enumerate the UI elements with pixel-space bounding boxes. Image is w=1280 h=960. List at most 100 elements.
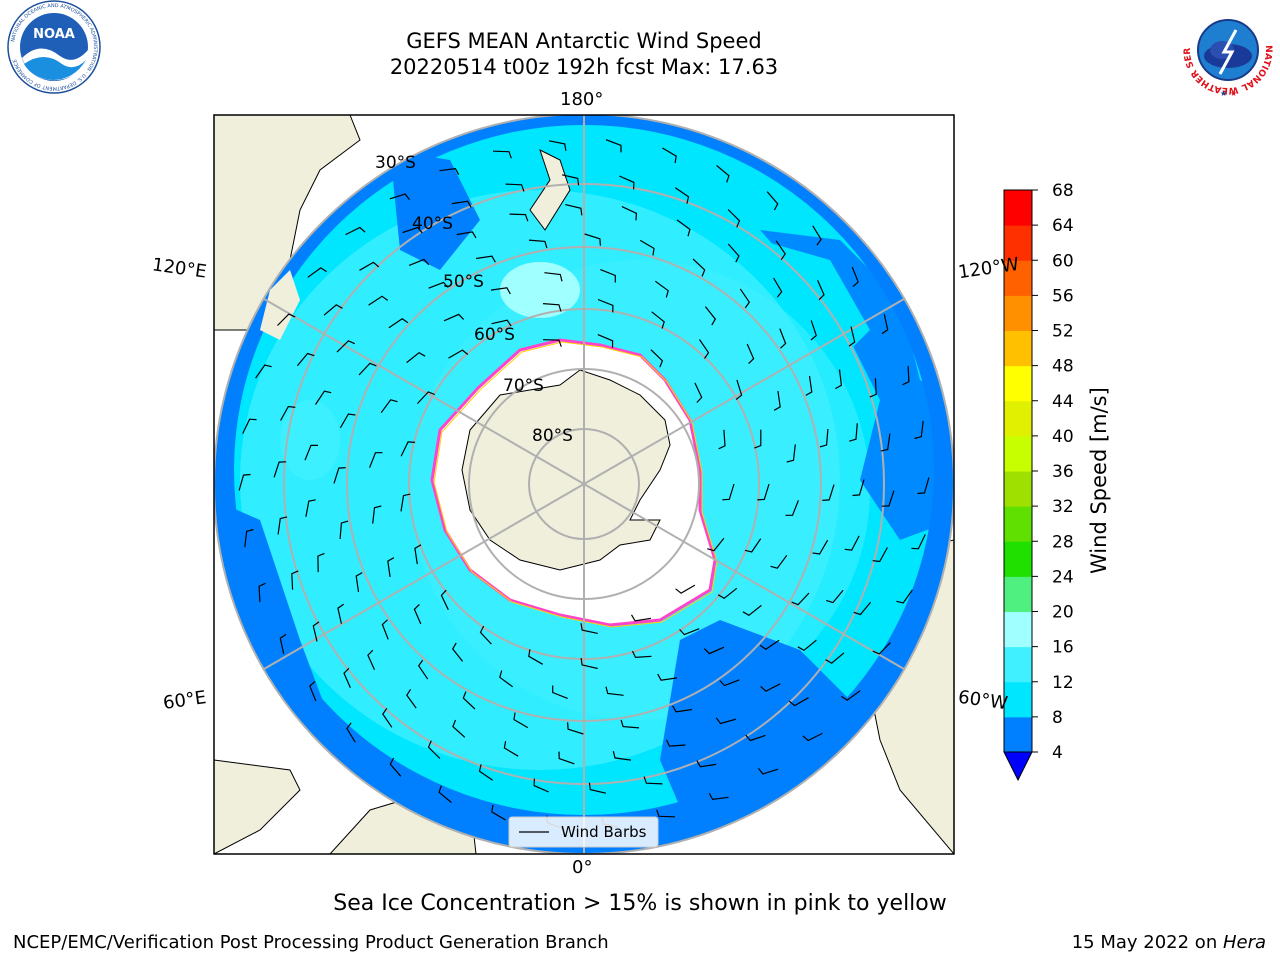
wind-barb (657, 673, 678, 681)
colorbar-tick-label: 60 (1052, 251, 1074, 271)
wind-barb (382, 707, 393, 728)
wind-barb (848, 326, 856, 347)
wind-barb (381, 619, 389, 640)
wind-barb (416, 391, 436, 405)
wind-barb (406, 351, 426, 364)
antarctica (430, 338, 718, 628)
wind-barb (358, 362, 377, 376)
wind-barb (773, 390, 781, 411)
wind-barb (400, 493, 411, 512)
wind-barb (896, 589, 913, 604)
wind-barb (694, 382, 703, 403)
lat-label-50s: 50°S (443, 272, 484, 292)
wind-barb (452, 719, 466, 738)
wind-barb (280, 405, 296, 421)
legend-label: Wind Barbs (561, 823, 647, 841)
wind-barb (428, 281, 449, 289)
wind-barb (509, 213, 529, 222)
wind-barb (402, 226, 423, 234)
wind-barb (503, 740, 519, 757)
wind-barb (676, 219, 691, 237)
colorbar-segment (1004, 681, 1032, 718)
wind-barb (279, 633, 287, 655)
wind-barb (479, 625, 492, 645)
svg-text:★: ★ (1220, 89, 1227, 98)
colorbar-tick-label: 20 (1052, 603, 1074, 623)
colorbar-segment (1004, 646, 1032, 683)
wind-barb (533, 778, 549, 793)
wind-barb (296, 352, 315, 367)
wind-barb (758, 768, 779, 775)
wind-barb (718, 429, 726, 450)
wind-barb (277, 313, 296, 326)
wind-barb (785, 500, 799, 516)
wind-barb (339, 413, 356, 429)
wind-barb (654, 280, 669, 298)
wind-barb (355, 572, 363, 592)
wind-barb (619, 175, 635, 190)
wind-barb (704, 306, 717, 326)
wind-barb (597, 298, 614, 313)
wind-barb (742, 604, 762, 617)
wind-barb (317, 552, 325, 573)
sea-ice-note: Sea Ice Concentration > 15% is shown in … (333, 891, 947, 916)
wind-barb (369, 452, 383, 468)
chart-title: GEFS MEAN Antarctic Wind Speed (406, 29, 762, 53)
wind-barb (739, 288, 751, 309)
wind-barb (812, 539, 829, 555)
wind-barb (387, 557, 395, 578)
wind-barb (367, 649, 376, 671)
colorbar-segment (1004, 576, 1032, 612)
wind-barb (605, 139, 622, 153)
wind-barb (674, 187, 690, 204)
colorbar-under-arrow (1003, 751, 1033, 782)
wind-barb (414, 544, 422, 565)
wind-barb (754, 429, 762, 449)
wind-barb (542, 339, 562, 347)
wind-barb (791, 592, 810, 606)
wind-barb (656, 809, 676, 818)
wind-barb (597, 334, 614, 348)
wind-barb (417, 659, 429, 680)
colorbar-segment (1004, 611, 1032, 648)
wind-barb (773, 277, 783, 298)
colorbar-tick-label: 48 (1052, 357, 1074, 377)
graticule (214, 115, 954, 854)
wind-barb (692, 258, 706, 277)
wind-barb (346, 722, 356, 743)
wind-barb (872, 642, 891, 655)
wind-barb (844, 535, 860, 551)
wind-barb (490, 287, 511, 295)
wind-barb (291, 570, 299, 590)
wind-barb (869, 378, 877, 398)
wind-barb (650, 349, 664, 368)
wind-barb (451, 200, 472, 208)
wind-barb (359, 261, 380, 271)
wind-barb (544, 272, 563, 282)
colorbar-tick-label: 64 (1052, 216, 1074, 236)
colorbar-tick-label: 4 (1052, 743, 1063, 763)
wind-barb (584, 233, 601, 246)
wind-barb (822, 484, 835, 501)
noaa-logo: NOAA NATIONAL OCEANIC AND ATMOSPHERIC AD… (7, 0, 101, 94)
wind-barb (443, 313, 465, 322)
colorbar-tick-label: 28 (1052, 532, 1074, 552)
wind-barb (427, 740, 441, 759)
lat-label-60s: 60°S (474, 325, 515, 345)
wind-barb (565, 204, 583, 216)
wind-barb (746, 343, 755, 365)
wind-barb (242, 418, 257, 434)
wind-barb (805, 376, 813, 396)
wind-barb (835, 369, 843, 390)
wind-barb (277, 516, 288, 535)
wind-barb (872, 547, 888, 563)
colorbar-tick-label: 16 (1052, 638, 1074, 658)
colorbar-segment (1004, 541, 1032, 577)
wind-barb (810, 320, 818, 341)
wind-barb (812, 225, 822, 246)
wind-barb (696, 760, 717, 768)
wind-barb (528, 239, 548, 249)
wind-barb (722, 483, 735, 501)
wind-barb (413, 603, 422, 625)
